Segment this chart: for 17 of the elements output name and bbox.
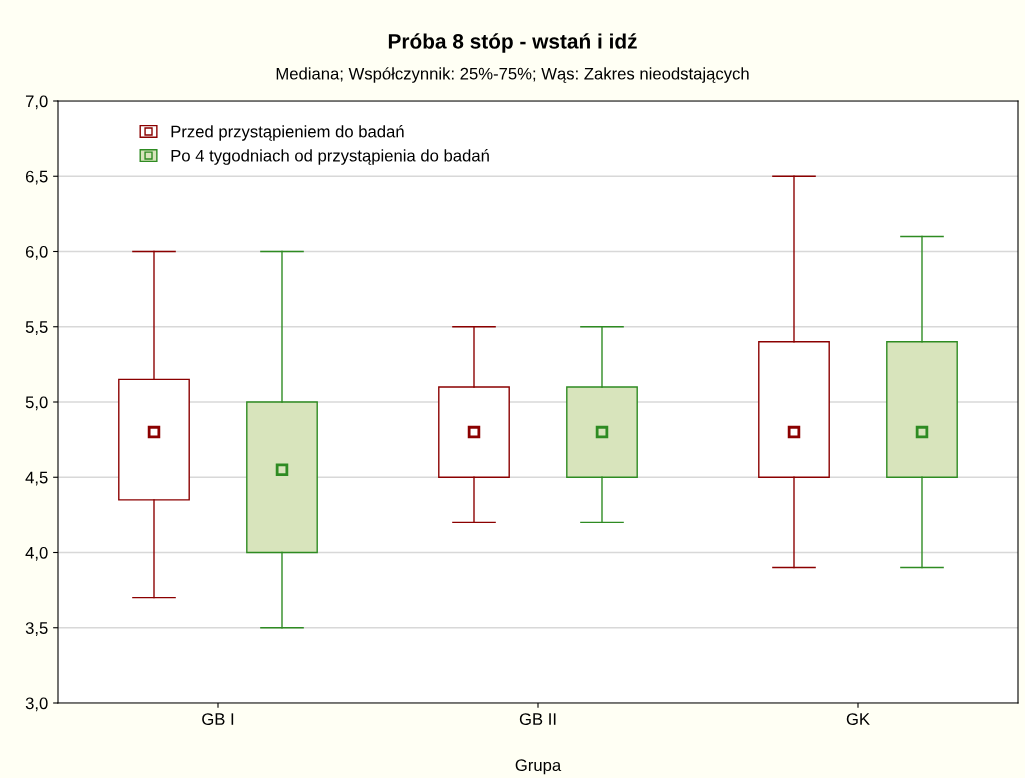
y-tick-label: 4,5 (25, 471, 48, 486)
x-tick-label: GB II (519, 713, 556, 725)
y-tick-label: 5,0 (25, 396, 48, 411)
chart-subtitle: Mediana; Współczynnik: 25%-75%; Wąs: Zakres nieodstających (276, 67, 749, 83)
y-tick-label: 3,5 (25, 622, 48, 636)
y-tick-label: 3,0 (25, 697, 48, 712)
x-tick-label: GK (846, 713, 870, 725)
y-tick-label: 5,5 (25, 321, 48, 335)
legend-label: Po 4 tygodniach od przystąpienia do badań (171, 149, 489, 165)
x-tick-label: GB I (202, 713, 234, 725)
y-tick-label: 4,0 (25, 546, 48, 561)
x-axis-title: Grupa (515, 759, 562, 775)
y-tick-label: 6,0 (25, 245, 48, 260)
chart-title: Próba 8 stóp - wstań i idź (388, 33, 637, 53)
legend-label: Przed przystąpieniem do badań (171, 125, 404, 141)
y-tick-label: 7,0 (25, 95, 48, 110)
y-tick-label: 6,5 (25, 170, 48, 185)
